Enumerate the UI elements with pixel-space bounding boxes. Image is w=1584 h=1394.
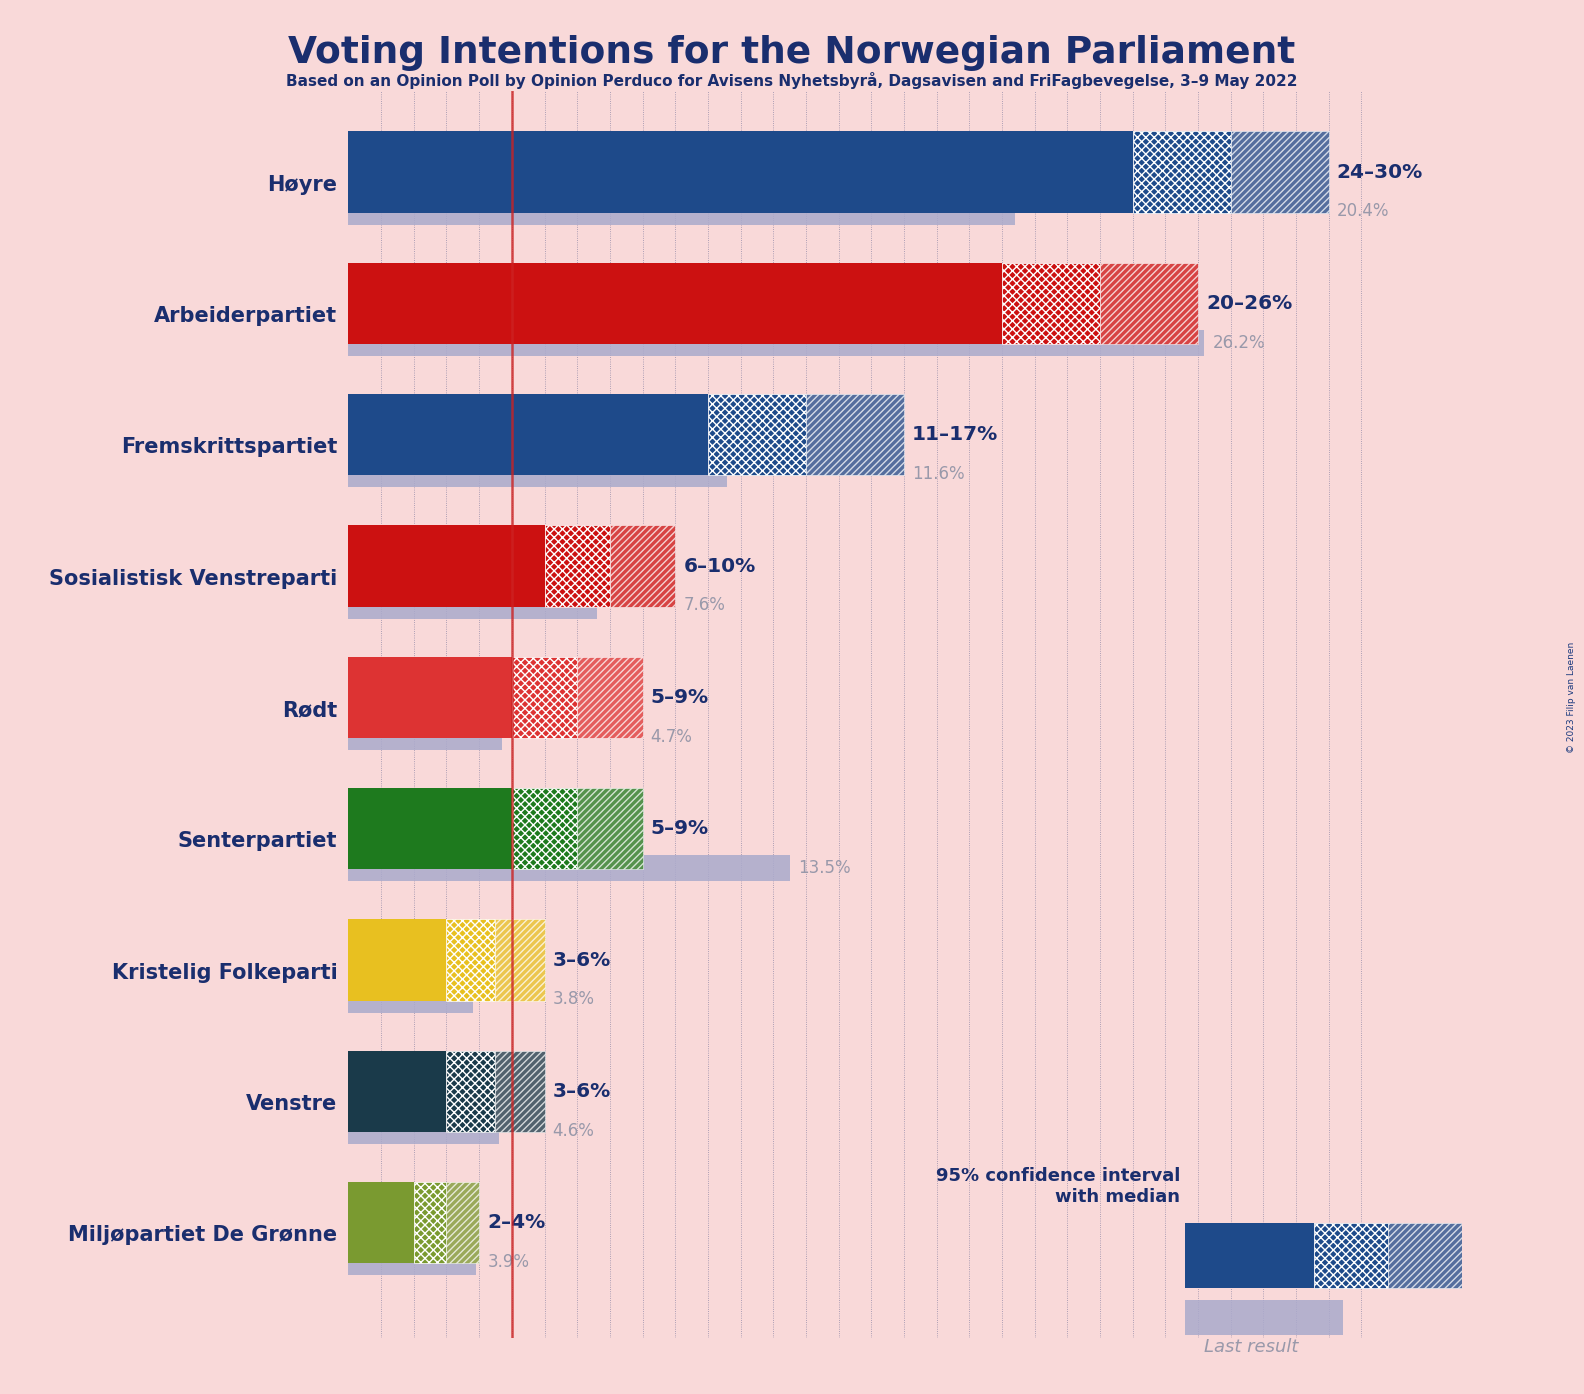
Bar (447, 919, 496, 1001)
Bar (413, 1182, 447, 1263)
Bar (447, 1051, 496, 1132)
Bar (1231, 131, 1329, 213)
Text: 24–30%: 24–30% (1337, 163, 1422, 181)
Bar (348, 461, 727, 488)
Text: 11.6%: 11.6% (912, 466, 965, 484)
Bar (496, 1051, 545, 1132)
Bar (545, 526, 610, 606)
Bar (348, 1051, 447, 1132)
Bar (1185, 1299, 1343, 1335)
Bar (708, 395, 806, 475)
Bar (348, 1182, 413, 1263)
Bar (1099, 262, 1198, 344)
Text: Last result: Last result (1204, 1338, 1299, 1356)
Bar (447, 919, 496, 1001)
Text: 3.9%: 3.9% (488, 1253, 529, 1271)
Bar (348, 657, 512, 737)
Text: 20–26%: 20–26% (1205, 294, 1293, 312)
Bar (348, 987, 472, 1012)
Text: © 2023 Filip van Laenen: © 2023 Filip van Laenen (1567, 641, 1576, 753)
Text: 5–9%: 5–9% (651, 687, 708, 707)
Bar (348, 723, 502, 750)
Bar (348, 526, 545, 606)
Bar (610, 526, 675, 606)
Bar (1315, 1223, 1388, 1288)
Bar (348, 855, 789, 881)
Bar (348, 131, 1133, 213)
Bar (512, 788, 577, 870)
Text: 7.6%: 7.6% (683, 597, 725, 615)
Bar (577, 788, 643, 870)
Text: 4.7%: 4.7% (651, 728, 692, 746)
Bar (348, 788, 512, 870)
Bar (348, 919, 447, 1001)
Text: Based on an Opinion Poll by Opinion Perduco for Avisens Nyhetsbyrå, Dagsavisen a: Based on an Opinion Poll by Opinion Perd… (287, 72, 1297, 89)
Bar (348, 592, 597, 619)
Bar (348, 1249, 475, 1276)
Bar (348, 329, 1204, 355)
Bar (348, 1118, 499, 1144)
Bar (348, 198, 1015, 224)
Bar (496, 919, 545, 1001)
Bar (577, 788, 643, 870)
Bar (512, 788, 577, 870)
Bar (348, 262, 1003, 344)
Text: 6–10%: 6–10% (683, 556, 756, 576)
Text: 3–6%: 3–6% (553, 951, 611, 969)
Bar (1231, 131, 1329, 213)
Bar (1099, 262, 1198, 344)
Bar (806, 395, 904, 475)
Bar (413, 1182, 447, 1263)
Text: 2–4%: 2–4% (488, 1213, 545, 1232)
Text: 26.2%: 26.2% (1213, 333, 1266, 351)
Bar (577, 657, 643, 737)
Bar (545, 526, 610, 606)
Bar (1133, 131, 1231, 213)
Bar (447, 1051, 496, 1132)
Text: 3–6%: 3–6% (553, 1082, 611, 1101)
Bar (1003, 262, 1099, 344)
Bar (512, 657, 577, 737)
Bar (496, 1051, 545, 1132)
Bar (806, 395, 904, 475)
Bar (1315, 1223, 1388, 1288)
Text: 4.6%: 4.6% (553, 1122, 594, 1140)
Bar (708, 395, 806, 475)
Bar (512, 657, 577, 737)
Bar (1388, 1223, 1462, 1288)
Bar (447, 1182, 480, 1263)
Bar (496, 919, 545, 1001)
Bar (1185, 1223, 1315, 1288)
Text: 11–17%: 11–17% (912, 425, 998, 445)
Bar (1003, 262, 1099, 344)
Text: Voting Intentions for the Norwegian Parliament: Voting Intentions for the Norwegian Parl… (288, 35, 1296, 71)
Bar (348, 395, 708, 475)
Bar (577, 657, 643, 737)
Bar (447, 1182, 480, 1263)
Text: 13.5%: 13.5% (798, 859, 851, 877)
Bar (1388, 1223, 1462, 1288)
Bar (610, 526, 675, 606)
Bar (1133, 131, 1231, 213)
Text: 20.4%: 20.4% (1337, 202, 1389, 220)
Text: 3.8%: 3.8% (553, 990, 594, 1008)
Text: 95% confidence interval
with median: 95% confidence interval with median (936, 1167, 1180, 1206)
Text: 5–9%: 5–9% (651, 820, 708, 838)
